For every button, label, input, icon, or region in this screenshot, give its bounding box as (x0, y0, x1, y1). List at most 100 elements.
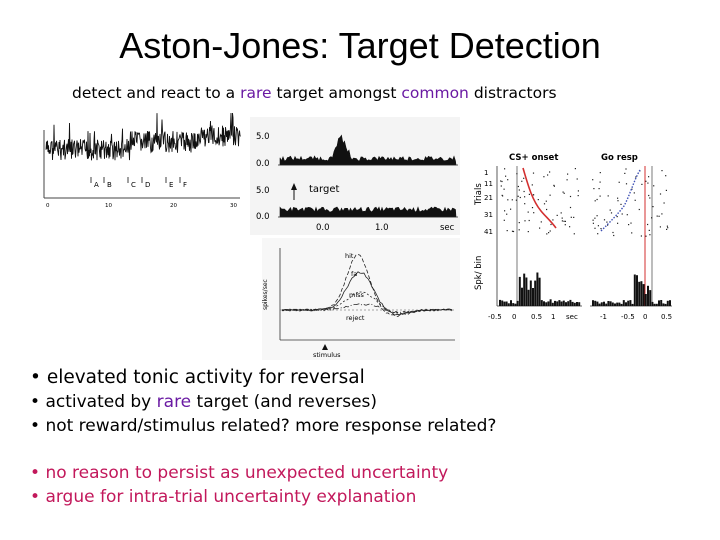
raster-dot (653, 185, 655, 187)
raster-dot (577, 190, 579, 192)
raster-dot (597, 225, 599, 227)
raster-dot (577, 195, 579, 197)
histogram-bar (666, 300, 669, 306)
raster-dot (560, 212, 562, 214)
raster-dot (561, 220, 563, 222)
raster-dot (663, 202, 665, 204)
raster-dot (641, 183, 643, 185)
raster-dot (511, 230, 514, 232)
tonic-xtick-label: 30 (230, 203, 237, 209)
histogram-bar (512, 303, 515, 306)
histogram-bar (662, 303, 665, 306)
raster-dot (666, 228, 668, 230)
raster-dot (645, 235, 647, 237)
raster-dot (648, 176, 650, 178)
raster-xtick-left: 1 (551, 313, 555, 321)
histogram-bar (605, 303, 608, 306)
raster-dot (613, 234, 615, 237)
raster-dot (574, 168, 576, 170)
raster-dot (618, 181, 620, 183)
raster-dot (573, 233, 575, 235)
histogram-bar (534, 280, 537, 306)
histogram-bar (516, 300, 519, 306)
tonic-xtick-label: 20 (170, 203, 177, 209)
curve-label-hit: hit (345, 252, 354, 260)
raster-dot (531, 184, 533, 186)
raster-dot (573, 216, 575, 218)
raster-dot (532, 172, 535, 174)
raster-dot (625, 183, 628, 185)
histogram-bar (505, 301, 508, 306)
raster-dot (659, 226, 661, 228)
raster-dot (533, 212, 535, 214)
raster-dot (543, 203, 546, 205)
raster-dot (527, 211, 529, 213)
trial-tick-label: 31 (484, 211, 493, 219)
psth-ylabel-bottom-high: 5.0 (256, 186, 270, 196)
raster-dot (550, 223, 552, 226)
tonic-xtick-label: 10 (105, 203, 112, 209)
raster-dot (516, 173, 518, 175)
raster-dot (659, 193, 662, 195)
curves-xlabel: stimulus (313, 351, 341, 359)
raster-dot (631, 232, 633, 234)
raster-dot (599, 172, 601, 174)
histogram-bar (649, 290, 652, 306)
raster-dot (620, 203, 622, 205)
raster-dot (564, 220, 566, 222)
raster-dot (617, 200, 619, 202)
raster-dot (652, 206, 654, 208)
raster-dot (592, 219, 594, 221)
histogram-bar (596, 301, 599, 306)
raster-dot (665, 175, 667, 177)
raster-dot (523, 177, 525, 179)
raster-dot (507, 199, 509, 201)
histogram-bar (527, 289, 530, 306)
raster-dot (570, 216, 572, 218)
raster-dot (566, 179, 568, 181)
raster-dot (524, 220, 526, 222)
histogram-bar (573, 302, 576, 306)
subtitle-common: common (401, 84, 469, 102)
raster-dot (518, 189, 520, 191)
histogram-bar (518, 276, 521, 306)
subtitle-part: distractors (468, 84, 557, 102)
psth-xlabel-unit: sec (440, 223, 455, 233)
raster-dot (543, 176, 545, 178)
raster-dot (628, 224, 630, 226)
raster-right-title: Go resp (601, 153, 638, 163)
histogram-bar (525, 277, 528, 306)
raster-dot (599, 195, 601, 197)
raster-dot (553, 184, 555, 186)
marker-label-A: A (94, 181, 99, 189)
raster-xtick-right: 0 (643, 313, 647, 321)
raster-dot (626, 214, 628, 216)
histogram-bar (536, 272, 539, 306)
bullet-item: • argue for intra-trial uncertainty expl… (30, 487, 417, 507)
histogram-bar (647, 285, 649, 306)
raster-dot (552, 219, 554, 221)
trial-tick-label: 21 (484, 194, 493, 202)
raster-dot (647, 223, 649, 226)
raster-xtick-left: 0.5 (531, 313, 542, 321)
tonic-trace (45, 112, 241, 161)
psth-ylabel-top-high: 5.0 (256, 132, 270, 142)
raster-dot (537, 199, 539, 201)
histogram-bar (532, 288, 534, 306)
raster-dot (597, 233, 599, 235)
raster-dot (665, 189, 667, 191)
raster-dot (510, 208, 512, 210)
raster-dot (592, 179, 594, 181)
histogram-bar (549, 299, 552, 306)
raster-dot (610, 212, 613, 214)
raster-xtick-left: -0.5 (488, 313, 502, 321)
raster-dot (603, 219, 606, 221)
raster-dot (648, 229, 650, 231)
histogram-bar (543, 301, 545, 306)
raster-ylabel-trials: Trials (474, 183, 484, 206)
histogram-bar (578, 302, 581, 306)
raster-dot (631, 188, 633, 190)
histogram-bar (540, 300, 543, 306)
raster-left-title: CS+ onset (509, 153, 558, 163)
bullet-item: • elevated tonic activity for reversal (30, 367, 365, 388)
